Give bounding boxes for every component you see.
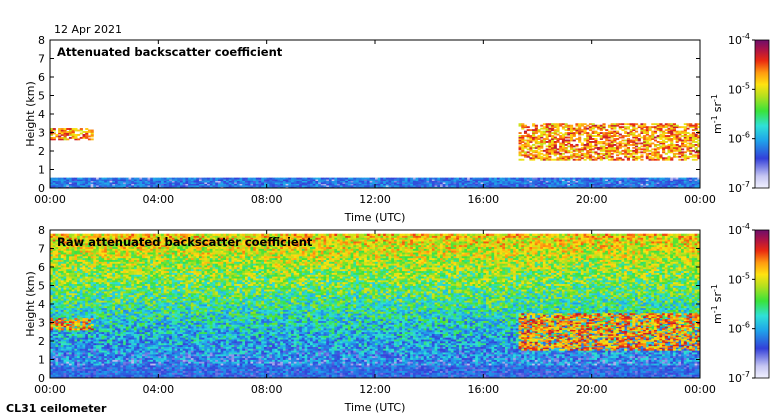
y-tick-label: 5 — [38, 90, 45, 103]
colorbar-tick-label: 10-5 — [728, 271, 750, 286]
x-tick-label: 12:00 — [359, 383, 391, 396]
x-tick-label: 00:00 — [684, 383, 716, 396]
colorbar-tick-label: 10-7 — [728, 370, 750, 385]
y-tick-label: 8 — [38, 34, 45, 47]
panel-title: Attenuated backscatter coefficient — [57, 45, 283, 59]
axes-attenuated: 00:00 04:00 08:00 12:00 16:00 20:00 00:0001234… — [34, 34, 716, 206]
x-tick-label: 00:00 — [34, 193, 66, 206]
x-tick-label: 00:00 — [684, 193, 716, 206]
x-axis-label: Time (UTC) — [344, 401, 406, 414]
axes-raw: 00:00 04:00 08:00 12:00 16:00 20:00 00:0001234… — [34, 224, 716, 396]
plot-frame — [49, 39, 701, 189]
y-tick-label: 4 — [38, 108, 45, 121]
heatmap-feature-noise-background — [50, 233, 700, 378]
colorbar-tick-label: 10-6 — [728, 131, 750, 146]
heatmap-feature-cloud-layer — [50, 318, 94, 331]
colorbar-tick-label: 10-7 — [728, 180, 750, 195]
colorbar-ticks: 10-4 10-5 10-6 10-7 — [728, 32, 755, 195]
y-tick-label: 6 — [38, 261, 45, 274]
panel-title: Raw attenuated backscatter coefficient — [57, 235, 313, 249]
x-tick-label: 12:00 — [359, 193, 391, 206]
colorbar-tick-label: 10-6 — [728, 321, 750, 336]
y-tick-label: 6 — [38, 71, 45, 84]
colorbar-ticks: 10-4 10-5 10-6 10-7 — [728, 222, 755, 385]
x-tick-label: 08:00 — [251, 193, 283, 206]
x-axis-label: Time (UTC) — [344, 211, 406, 224]
y-axis-label: Height (km) — [24, 81, 37, 147]
colorbar-unit-label: m-1sr-1 — [710, 94, 724, 134]
date-label: 12 Apr 2021 — [54, 23, 122, 36]
heatmap-feature-cloud-layer — [518, 123, 700, 161]
heatmap-feature-cloud-layer — [518, 313, 700, 351]
instrument-label: CL31 ceilometer — [6, 402, 107, 415]
x-tick-label: 04:00 — [142, 383, 174, 396]
x-tick-label: 20:00 — [576, 383, 608, 396]
heatmap-raw — [50, 233, 700, 378]
y-tick-label: 1 — [38, 164, 45, 177]
y-tick-label: 7 — [38, 53, 45, 66]
y-tick-label: 2 — [38, 335, 45, 348]
y-tick-label: 3 — [38, 127, 45, 140]
colorbar-tick-label: 10-4 — [728, 32, 750, 47]
colorbar — [754, 39, 770, 189]
y-tick-label: 4 — [38, 298, 45, 311]
colorbar-tick-label: 10-5 — [728, 81, 750, 96]
panel-attenuated: Attenuated backscatter coefficient 00:00… — [24, 32, 770, 224]
x-tick-label: 08:00 — [251, 383, 283, 396]
y-tick-label: 0 — [38, 182, 45, 195]
colorbar-unit-label: m-1sr-1 — [710, 284, 724, 324]
x-tick-label: 16:00 — [467, 383, 499, 396]
x-tick-label: 00:00 — [34, 383, 66, 396]
x-tick-label: 20:00 — [576, 193, 608, 206]
y-tick-label: 0 — [38, 372, 45, 385]
colorbar-tick-label: 10-4 — [728, 222, 750, 237]
y-tick-label: 8 — [38, 224, 45, 237]
y-tick-label: 5 — [38, 280, 45, 293]
heatmap-feature-boundary-layer — [50, 177, 700, 188]
x-tick-label: 04:00 — [142, 193, 174, 206]
heatmap-feature-cloud-layer — [50, 128, 94, 141]
y-axis-label: Height (km) — [24, 271, 37, 337]
colorbar — [754, 229, 770, 379]
y-tick-label: 1 — [38, 354, 45, 367]
y-tick-label: 7 — [38, 243, 45, 256]
y-tick-label: 3 — [38, 317, 45, 330]
x-tick-label: 16:00 — [467, 193, 499, 206]
y-tick-label: 2 — [38, 145, 45, 158]
heatmap-attenuated — [50, 123, 700, 188]
panel-raw: Raw attenuated backscatter coefficient 0… — [24, 222, 770, 414]
